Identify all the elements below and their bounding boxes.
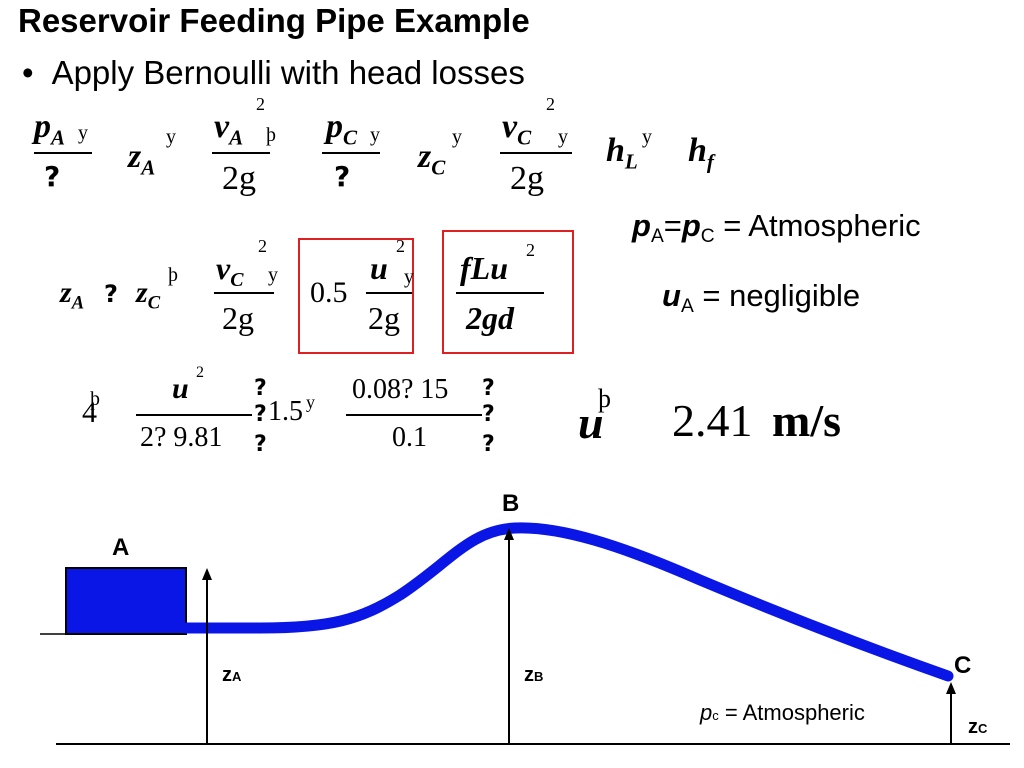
friction-loss-box: [442, 230, 574, 354]
note-pressure: pA=pC = Atmospheric: [632, 208, 921, 247]
eq3-bracket: ?: [254, 402, 267, 427]
eq1-gamma-glyph: ?: [44, 160, 61, 193]
result-unit: m/s: [772, 395, 841, 446]
eq2-op: þ: [168, 264, 178, 286]
eq1-op: y: [558, 126, 568, 148]
eq1-2g: 2g: [222, 160, 256, 197]
label-B: B: [502, 490, 520, 517]
slide-title: Reservoir Feeding Pipe Example: [18, 2, 530, 39]
eq1-frac-line: [500, 152, 572, 154]
eq1-pC: pC: [326, 108, 358, 150]
eq2-coef: 0.5: [310, 276, 348, 309]
label-A: A: [112, 534, 130, 561]
bullet-text: Apply Bernoulli with head losses: [51, 54, 525, 91]
eq3-den2: 0.1: [392, 422, 427, 453]
eq3-bracket: ?: [254, 432, 267, 457]
bullet-dot: •: [22, 54, 34, 91]
eq1-hf: hf: [688, 132, 714, 174]
bullet-item: • Apply Bernoulli with head losses: [22, 54, 525, 92]
eq3-num: 0.08? 15: [352, 374, 449, 405]
eq1-sq: 2: [256, 94, 265, 114]
eq2-frac-line: [456, 292, 544, 294]
eq1-sq: 2: [546, 94, 555, 114]
eq1-op: y: [78, 122, 88, 144]
eq1-zA: zA: [128, 138, 156, 180]
label-C: C: [954, 652, 972, 679]
eq2-zC: zC: [136, 276, 161, 314]
zA-arrowhead: [202, 568, 212, 580]
eq2-sq: 2: [396, 236, 405, 256]
label-pc-atmospheric: pc = Atmospheric: [700, 700, 865, 725]
eq3-frac-line: [346, 414, 482, 416]
eq2-op: ?: [104, 280, 118, 308]
eq1-vA: vA: [214, 108, 244, 150]
eq3-frac-line: [136, 414, 252, 416]
note-velocity: uA = negligible: [662, 278, 861, 317]
eq2-op: y: [268, 264, 278, 286]
eq3-bracket: ?: [482, 432, 495, 457]
eq2-sq: 2: [258, 236, 267, 256]
eq3-sq: 2: [196, 364, 204, 381]
zB-arrowhead: [504, 528, 514, 540]
eq2-u: u: [370, 250, 388, 286]
result-u: u: [578, 397, 604, 448]
eq3-bracket: ?: [482, 376, 495, 401]
eq1-vC: vC: [502, 108, 532, 150]
label-zC: zC: [968, 716, 988, 738]
eq2-sq: 2: [526, 240, 535, 260]
eq1-hL: hL: [606, 132, 638, 174]
eq1-op: y: [370, 124, 380, 146]
eq1-op: þ: [266, 124, 276, 146]
eq2-2g: 2g: [222, 300, 254, 336]
reservoir-A: [65, 567, 187, 635]
eq3-den: 2? 9.81: [140, 422, 223, 453]
eq2-frac-line: [366, 292, 412, 294]
minor-loss-box: [298, 238, 414, 354]
eq1-pA: pA: [34, 108, 66, 150]
eq1-frac-line: [212, 152, 270, 154]
eq2-fLu: fLu: [460, 250, 508, 286]
eq3-bracket: ?: [254, 376, 267, 401]
eq1-zC: zC: [418, 138, 446, 180]
eq2-frac-line: [214, 292, 274, 294]
eq3-op: þ: [90, 388, 100, 410]
label-zB: zB: [524, 664, 544, 686]
zC-arrowhead: [946, 682, 956, 694]
eq3-one-five: 1.5: [268, 396, 303, 427]
eq1-op: y: [452, 126, 462, 148]
eq1-gamma-glyph: ?: [334, 160, 351, 193]
eq2-zA: zA: [60, 276, 85, 314]
eq1-op: y: [642, 126, 652, 148]
label-zA: zA: [222, 664, 242, 686]
eq2-op: y: [404, 266, 414, 288]
eq2-vC: vC: [216, 250, 244, 291]
eq3-u: u: [172, 372, 189, 405]
result-value: 2.41: [672, 395, 753, 446]
eq2-2g: 2g: [368, 300, 400, 336]
eq3-bracket: ?: [482, 402, 495, 427]
eq1-frac-line: [34, 152, 92, 154]
eq1-frac-line: [322, 152, 380, 154]
eq3-op: y: [306, 392, 315, 412]
eq3-four: 4: [82, 396, 97, 429]
eq2-2gd: 2gd: [466, 300, 514, 336]
eq1-2g: 2g: [510, 160, 544, 197]
eq1-op: y: [166, 126, 176, 148]
pipe: [180, 522, 954, 682]
result-op: þ: [598, 384, 611, 413]
